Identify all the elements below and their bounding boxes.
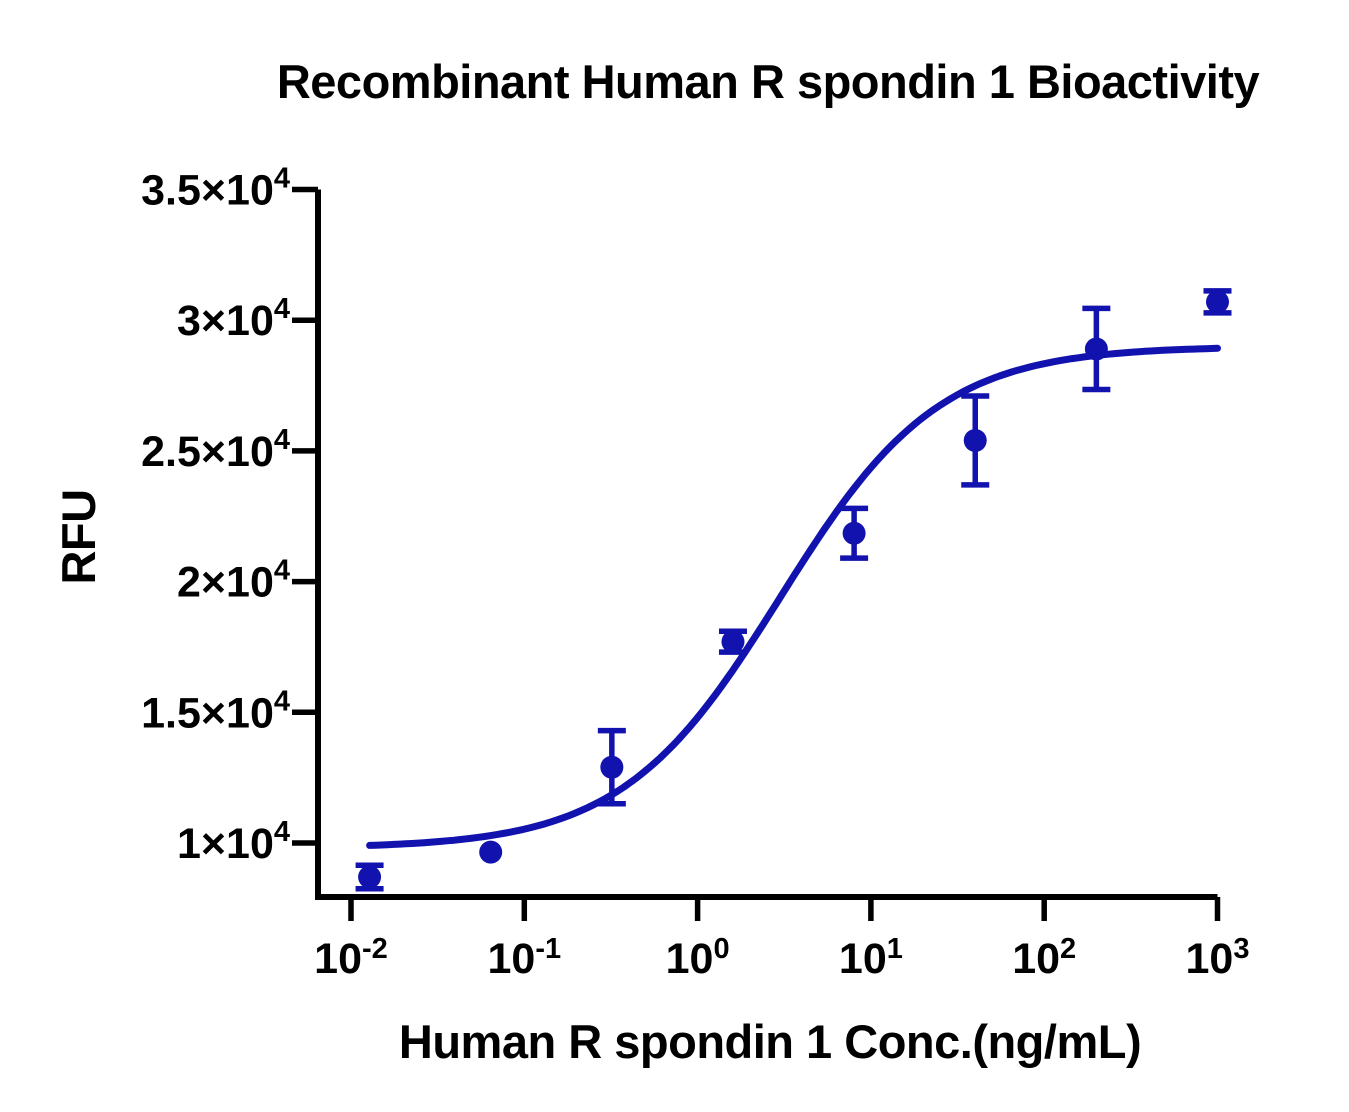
axis-frame — [315, 189, 1218, 900]
y-tick-label: 3×104 — [177, 293, 290, 345]
y-axis-title: RFU — [52, 489, 105, 584]
y-tick-label: 2.5×104 — [141, 424, 290, 476]
data-point — [479, 840, 503, 864]
x-tick-label: 103 — [1186, 933, 1250, 983]
data-points-layer — [355, 288, 1232, 892]
data-point — [721, 630, 745, 654]
data-point — [1206, 290, 1229, 314]
x-tick-label: 100 — [666, 933, 730, 983]
x-tick-label: 10-2 — [314, 933, 388, 983]
x-axis-title: Human R spondin 1 Conc.(ng/mL) — [399, 1015, 1141, 1068]
fit-curve — [366, 344, 1221, 849]
axes: 1×104 1.5×104 2×104 2.5×104 3×104 3.5×104 10-2… — [141, 163, 1249, 984]
chart-title: Recombinant Human R spondin 1 Bioactivit… — [277, 55, 1260, 108]
x-tick-label: 101 — [839, 933, 903, 983]
x-tick-label: 10-1 — [487, 933, 561, 983]
data-point — [963, 428, 987, 452]
data-point — [358, 865, 382, 889]
data-point — [1084, 337, 1108, 361]
y-tick-label: 3.5×104 — [141, 163, 290, 215]
y-tick-label: 1.5×104 — [141, 685, 290, 737]
y-tick-label: 2×104 — [177, 555, 290, 607]
data-point — [842, 521, 866, 545]
x-tick-label: 102 — [1012, 933, 1076, 983]
fit-curve-layer — [366, 344, 1221, 849]
y-tick-label: 1×104 — [177, 816, 290, 868]
data-point — [600, 755, 624, 779]
